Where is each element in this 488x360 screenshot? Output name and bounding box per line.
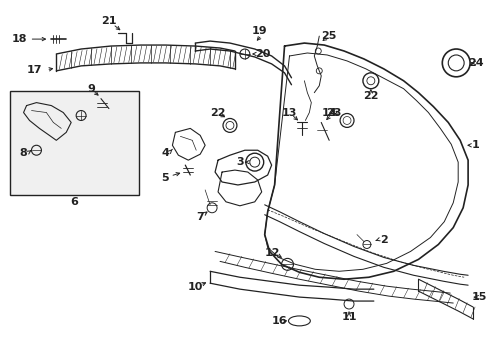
- Text: 10: 10: [187, 282, 203, 292]
- Text: 18: 18: [12, 34, 27, 44]
- Text: 17: 17: [27, 65, 42, 75]
- Text: 4: 4: [161, 148, 169, 158]
- Text: 13: 13: [281, 108, 297, 117]
- Text: 6: 6: [70, 197, 78, 207]
- Text: 25: 25: [321, 31, 336, 41]
- Text: 20: 20: [255, 49, 270, 59]
- Text: 7: 7: [196, 212, 203, 222]
- Text: 2: 2: [379, 234, 387, 244]
- Bar: [10, 91, 139, 195]
- Text: 23: 23: [326, 108, 341, 117]
- Text: 21: 21: [101, 16, 117, 26]
- Text: 9: 9: [87, 84, 95, 94]
- Text: 1: 1: [471, 140, 479, 150]
- Text: 24: 24: [468, 58, 483, 68]
- Text: 12: 12: [264, 248, 280, 258]
- Text: 8: 8: [20, 148, 27, 158]
- Text: 22: 22: [363, 91, 378, 101]
- Text: 16: 16: [271, 316, 287, 326]
- Text: 15: 15: [470, 292, 486, 302]
- Text: 11: 11: [341, 312, 356, 322]
- Text: 19: 19: [251, 26, 267, 36]
- Text: 14: 14: [321, 108, 336, 117]
- Text: 5: 5: [162, 173, 169, 183]
- Text: 22: 22: [210, 108, 225, 117]
- Text: 3: 3: [236, 157, 243, 167]
